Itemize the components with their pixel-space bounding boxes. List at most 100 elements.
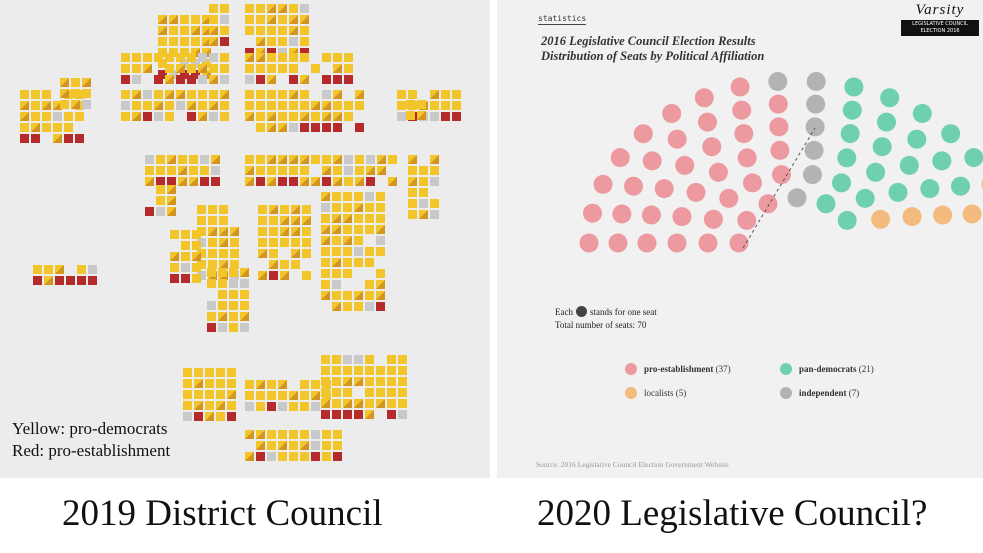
district-seat-tile (156, 177, 165, 186)
district-seat-tile (302, 249, 311, 258)
district-seat-tile (181, 230, 190, 239)
district-seat-tile (343, 302, 352, 311)
district-seat-tile (278, 177, 287, 186)
district-seat-tile (197, 238, 206, 247)
district-seat-tile (64, 123, 73, 132)
district-tile-map (20, 4, 461, 461)
tile-shade (20, 101, 29, 110)
district-seat-tile (240, 323, 249, 332)
district-seat-tile (132, 53, 141, 62)
district-seat-tile (218, 268, 227, 277)
district-seat-tile (300, 430, 309, 439)
district-seat-tile (219, 205, 228, 214)
district-seat-tile (143, 101, 152, 110)
district-seat-tile (344, 112, 353, 121)
district-seat-tile (321, 269, 330, 278)
section-label: statistics (538, 14, 587, 25)
district-seat-tile (229, 279, 238, 288)
tile-shade (219, 260, 228, 269)
district-seat-tile (267, 53, 276, 62)
seat-pro-establishment (675, 155, 695, 175)
tile-shade (227, 390, 236, 399)
district-seat-tile (332, 291, 341, 300)
district-seat-tile (218, 279, 227, 288)
seat-pro-establishment (667, 233, 687, 253)
tile-shade (211, 155, 220, 164)
tile-shade (230, 227, 239, 236)
district-seat-tile (181, 263, 190, 272)
tile-shade (300, 75, 309, 84)
tile-shade (245, 452, 254, 461)
district-seat-tile (333, 101, 342, 110)
district-seat-tile (355, 101, 364, 110)
district-seat-tile (408, 199, 417, 208)
tile-shade (267, 155, 276, 164)
district-seat-tile (354, 225, 363, 234)
chart-title: 2016 Legislative Council Election Result… (541, 34, 764, 64)
district-seat-tile (200, 177, 209, 186)
district-seat-tile (300, 26, 309, 35)
seat-note: Each stands for one seat (555, 306, 657, 317)
tile-shade (165, 90, 174, 99)
district-seat-tile (208, 205, 217, 214)
seat-independent (806, 72, 826, 91)
seat-pro-establishment (703, 209, 723, 229)
tile-shade (44, 276, 53, 285)
seat-pan-democrats (844, 77, 864, 97)
tile-shade (258, 249, 267, 258)
district-seat-tile (216, 368, 225, 377)
district-seat-tile (170, 274, 179, 283)
district-seat-tile (156, 166, 165, 175)
district-seat-tile (240, 279, 249, 288)
district-seat-tile (121, 53, 130, 62)
seat-pro-establishment (769, 117, 789, 137)
district-seat-tile (300, 402, 309, 411)
district-seat-tile (333, 441, 342, 450)
tile-shade (209, 75, 218, 84)
district-seat-tile (229, 290, 238, 299)
district-seat-tile (121, 101, 130, 110)
district-seat-tile (258, 205, 267, 214)
district-seat-tile (197, 216, 206, 225)
legend-pro-establishment: Red: pro-establishment (12, 441, 171, 460)
district-seat-tile (278, 15, 287, 24)
district-seat-tile (289, 452, 298, 461)
district-seat-tile (132, 64, 141, 73)
district-seat-tile (269, 238, 278, 247)
tile-shade (245, 53, 254, 62)
seat-localists (933, 205, 953, 225)
district-seat-tile (289, 75, 298, 84)
district-seat-tile (278, 64, 287, 73)
tile-shade (343, 377, 352, 386)
district-seat-tile (398, 377, 407, 386)
district-seat-tile (189, 155, 198, 164)
district-seat-tile (258, 227, 267, 236)
tile-shade (267, 75, 276, 84)
tile-shade (219, 227, 228, 236)
divider-line (742, 127, 816, 249)
district-seat-tile (322, 75, 331, 84)
district-seat-tile (220, 64, 229, 73)
seat-pan-democrats (932, 151, 952, 171)
district-seat-tile (169, 70, 178, 79)
district-seat-tile (256, 75, 265, 84)
seat-localists (871, 209, 891, 229)
tile-shade (267, 177, 276, 186)
district-seat-tile (398, 355, 407, 364)
district-seat-tile (216, 390, 225, 399)
tile-shade (145, 177, 154, 186)
district-seat-tile (343, 355, 352, 364)
seat-pro-establishment (583, 203, 602, 223)
district-seat-tile (354, 192, 363, 201)
district-seat-tile (211, 177, 220, 186)
tile-shade (289, 391, 298, 400)
district-seat-tile (344, 64, 353, 73)
seat-pro-establishment (719, 188, 739, 208)
district-seat-tile (278, 26, 287, 35)
district-seat-tile (245, 4, 254, 13)
district-seat-tile (397, 90, 406, 99)
seat-pro-establishment (737, 210, 757, 230)
district-seat-tile (20, 123, 29, 132)
tile-shade (256, 441, 265, 450)
district-seat-tile (376, 302, 385, 311)
